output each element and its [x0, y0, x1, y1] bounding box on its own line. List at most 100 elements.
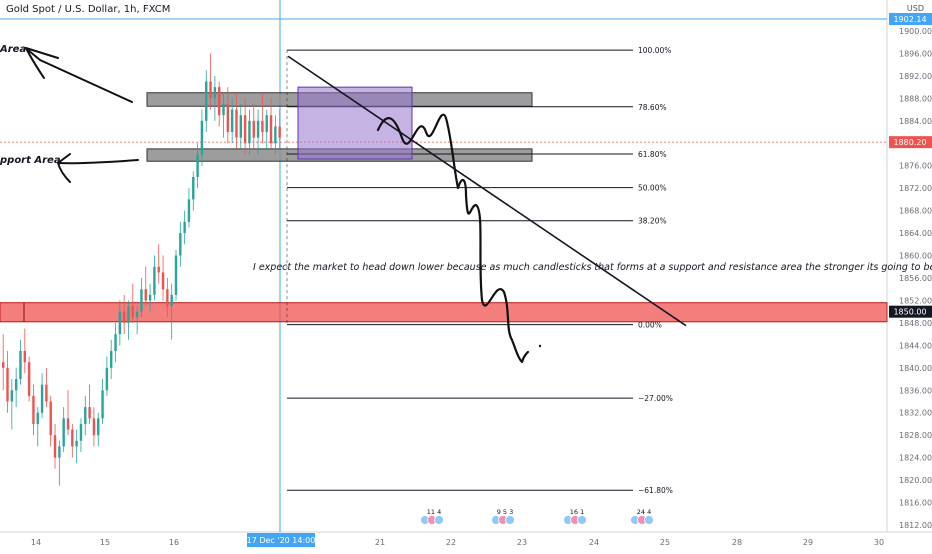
candle-body	[2, 362, 5, 368]
price-tick-label: 1812.00	[899, 521, 932, 530]
candle-body	[209, 81, 212, 99]
candle-body	[174, 255, 178, 295]
candle-body	[153, 266, 156, 295]
price-tick-label: 1868.00	[899, 207, 932, 216]
candle-body	[58, 446, 61, 458]
event-count-label: 9 5 3	[497, 508, 514, 516]
candle-body	[256, 120, 260, 138]
candle-body	[131, 306, 134, 318]
price-tick-label: 1848.00	[899, 319, 932, 328]
price-tick-label: 1864.00	[899, 229, 932, 238]
price-tick-label: 1816.00	[899, 499, 932, 508]
price-tick-label: 1888.00	[899, 94, 932, 103]
candle-body	[248, 120, 251, 144]
candle-body	[127, 306, 130, 323]
event-count-label: 11 4	[427, 508, 441, 516]
projected-path	[376, 113, 530, 364]
fib-level-label: −61.80%	[638, 486, 673, 495]
event-count-label: 16 1	[570, 508, 584, 516]
candle-body	[92, 418, 96, 436]
price-tick-label: 1852.00	[899, 296, 932, 305]
candle-body	[40, 384, 44, 413]
candle-body	[66, 418, 70, 430]
candle-body	[213, 87, 217, 99]
candle-body	[84, 407, 87, 424]
price-tick-label: 1844.00	[899, 341, 932, 350]
time-tick-label: 23	[517, 538, 527, 547]
price-tick-label: 1860.00	[899, 252, 932, 261]
candle-body	[239, 115, 242, 138]
event-flag-icon[interactable]	[434, 515, 444, 525]
candle-body	[170, 294, 173, 307]
candle-body	[140, 289, 143, 312]
lower-zone-label: pport Area	[0, 155, 61, 166]
consolidation-box	[297, 86, 413, 160]
crosshair-time-tag	[247, 533, 315, 547]
fib-level-label: 50.00%	[638, 184, 667, 193]
candle-body	[110, 350, 113, 368]
price-tag-label: 1902.14	[893, 15, 926, 24]
price-tick-label: 1872.00	[899, 184, 932, 193]
time-tick-label: 28	[732, 538, 742, 547]
candle-body	[196, 154, 199, 177]
price-tick-label: 1856.00	[899, 274, 932, 283]
upper-zone-label: Area	[0, 44, 27, 55]
candle-body	[252, 120, 255, 138]
price-tag-label: 1880.20	[893, 138, 926, 147]
economic-event-icon	[630, 515, 654, 525]
time-tick-label: 24	[589, 538, 599, 547]
economic-event-icon	[420, 515, 444, 525]
candle-body	[97, 418, 100, 436]
time-tick-label: 22	[446, 538, 456, 547]
candle-body	[269, 115, 273, 144]
upper-zone-arrow	[25, 47, 133, 103]
event-flag-icon[interactable]	[505, 515, 515, 525]
event-flag-icon[interactable]	[644, 515, 654, 525]
candle-body	[148, 294, 152, 301]
time-tick-label: 16	[169, 538, 179, 547]
candle-body	[205, 81, 208, 121]
price-tick-label: 1836.00	[899, 386, 932, 395]
price-tick-label: 1900.00	[899, 27, 932, 36]
candle-body	[53, 435, 57, 458]
price-tick-label: 1828.00	[899, 431, 932, 440]
candle-body	[27, 362, 31, 396]
candle-body	[36, 412, 39, 424]
candle-body	[114, 334, 117, 351]
event-count-label: 24 4	[637, 508, 651, 516]
candle-body	[23, 350, 26, 363]
candle-body	[265, 115, 268, 133]
price-tick-label: 1824.00	[899, 454, 932, 463]
candle-body	[183, 221, 186, 234]
fib-level-label: −27.00%	[638, 394, 673, 403]
price-tick-label: 1832.00	[899, 409, 932, 418]
time-tick-label: 25	[660, 538, 670, 547]
event-flag-icon[interactable]	[577, 515, 587, 525]
candle-body	[192, 176, 195, 200]
candle-body	[75, 440, 78, 447]
candle-body	[118, 311, 122, 335]
candle-body	[45, 384, 48, 402]
candle-body	[200, 120, 204, 155]
candle-body	[79, 423, 83, 441]
fib-level-label: 100.00%	[638, 46, 671, 55]
currency-label: USD	[906, 4, 924, 13]
candle-body	[144, 289, 147, 301]
candle-body	[19, 350, 22, 380]
candle-body	[157, 266, 160, 273]
analysis-note: I expect the market to head down lower b…	[253, 262, 932, 273]
price-tick-label: 1884.00	[899, 117, 932, 126]
time-tick-label: 29	[803, 538, 813, 547]
candle-body	[218, 87, 221, 116]
candle-body	[105, 367, 109, 391]
candle-body	[187, 199, 191, 222]
candle-body	[278, 126, 281, 138]
candle-body	[226, 103, 230, 133]
price-tick-label: 1840.00	[899, 364, 932, 373]
candle-body	[274, 126, 277, 144]
price-tick-label: 1876.00	[899, 162, 932, 171]
candle-body	[179, 233, 182, 256]
candle-body	[243, 115, 247, 144]
